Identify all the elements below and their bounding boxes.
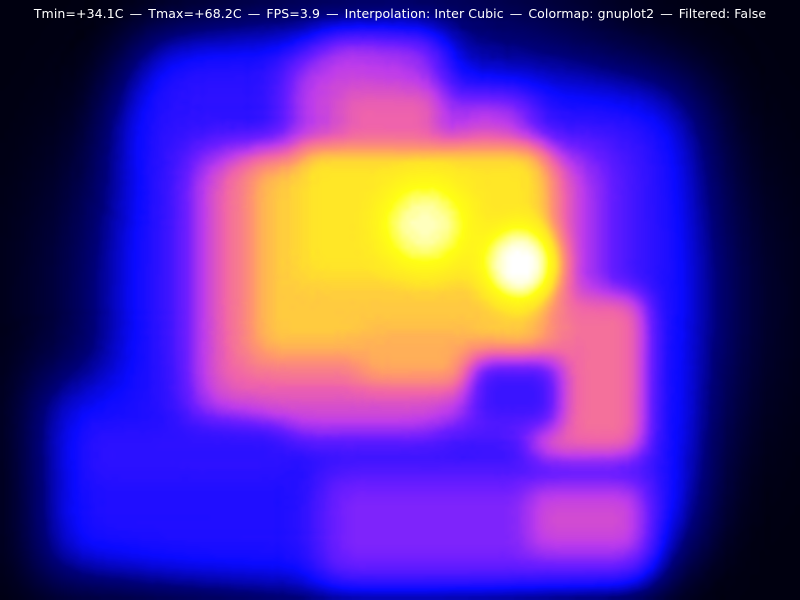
status-overlay: Tmin=+34.1C — Tmax=+68.2C — FPS=3.9 — Interpol… xyxy=(0,6,800,22)
tmin-readout: Tmin=+34.1C xyxy=(33,6,124,21)
separator: — xyxy=(660,6,673,21)
separator: — xyxy=(326,6,339,21)
fps-readout: FPS=3.9 xyxy=(266,6,321,21)
filtered-readout: Filtered: False xyxy=(678,6,767,21)
separator: — xyxy=(509,6,523,21)
separator: — xyxy=(247,6,261,21)
separator: — xyxy=(129,6,143,21)
interpolation-readout: Interpolation: Inter Cubic xyxy=(344,6,504,21)
tmax-readout: Tmax=+68.2C xyxy=(148,6,242,21)
colormap-readout: Colormap: gnuplot2 xyxy=(528,6,655,21)
